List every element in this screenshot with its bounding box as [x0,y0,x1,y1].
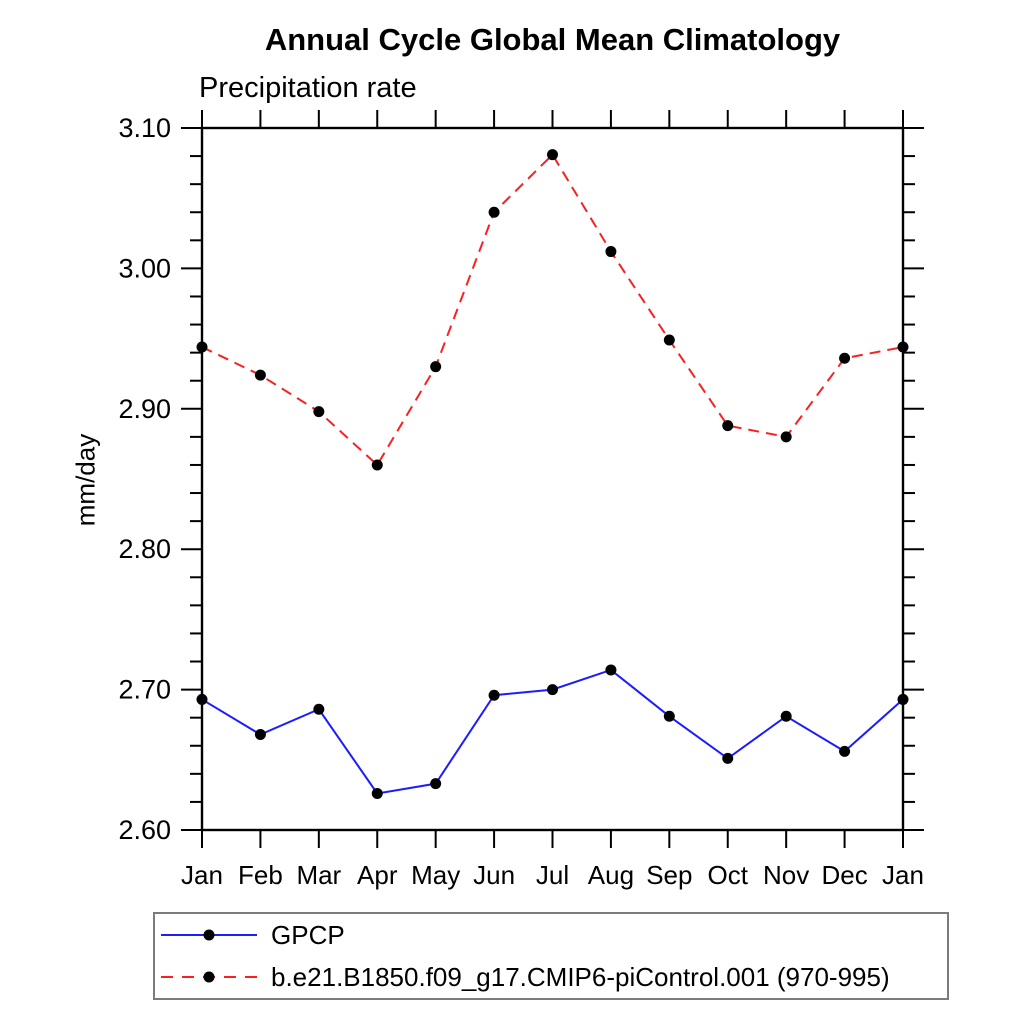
svg-text:Apr: Apr [357,860,398,890]
chart-title: Annual Cycle Global Mean Climatology [264,22,841,57]
svg-text:2.60: 2.60 [118,815,171,845]
svg-text:Mar: Mar [296,860,341,890]
picontrol-line-sample-icon [161,971,257,983]
legend-label-picontrol: b.e21.B1850.f09_g17.CMIP6-piControl.001 … [271,962,890,992]
svg-text:Jun: Jun [473,860,515,890]
svg-text:Dec: Dec [821,860,867,890]
svg-text:May: May [411,860,460,890]
legend-box: GPCP b.e21.B1850.f09_g17.CMIP6-piControl… [153,912,949,1000]
svg-text:Oct: Oct [708,860,749,890]
svg-text:3.00: 3.00 [118,253,171,283]
chart-subtitle: Precipitation rate [199,72,417,104]
svg-text:3.10: 3.10 [118,113,171,143]
svg-text:2.70: 2.70 [118,675,171,705]
legend-label-gpcp: GPCP [271,920,345,950]
svg-text:Jan: Jan [882,860,924,890]
svg-text:Aug: Aug [588,860,634,890]
svg-text:Sep: Sep [646,860,692,890]
svg-text:Jan: Jan [181,860,223,890]
svg-text:2.80: 2.80 [118,534,171,564]
svg-text:Feb: Feb [238,860,283,890]
legend-item-gpcp: GPCP [155,914,947,956]
svg-text:2.90: 2.90 [118,394,171,424]
svg-text:Jul: Jul [536,860,569,890]
svg-text:Nov: Nov [763,860,809,890]
legend-item-picontrol: b.e21.B1850.f09_g17.CMIP6-piControl.001 … [155,956,947,998]
gpcp-line-sample-icon [161,929,257,941]
